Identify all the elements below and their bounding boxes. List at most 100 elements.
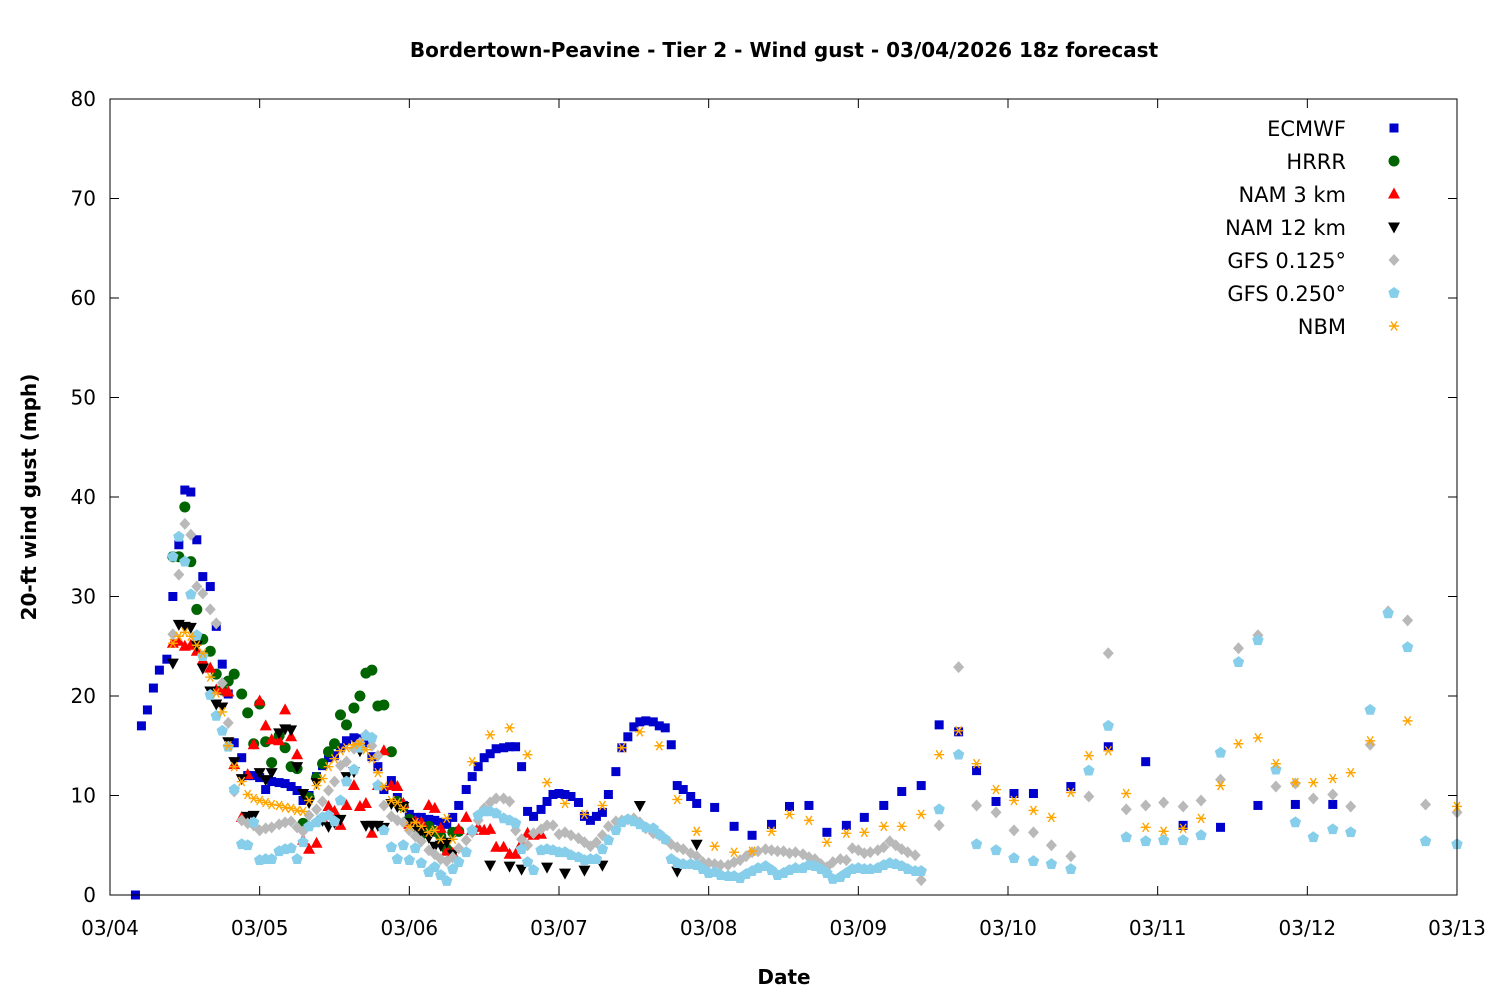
y-tick-label: 40 — [71, 485, 96, 509]
data-point — [184, 622, 197, 634]
data-point — [542, 796, 552, 806]
data-point — [340, 719, 352, 731]
data-point — [504, 722, 515, 733]
data-point — [142, 705, 152, 715]
data-point — [460, 810, 473, 822]
data-point — [228, 757, 241, 769]
x-tick-label: 03/10 — [979, 916, 1037, 940]
data-point — [1195, 794, 1207, 807]
data-point — [173, 530, 185, 542]
data-point — [297, 789, 310, 801]
data-point — [590, 853, 603, 865]
data-point — [379, 785, 389, 795]
data-point — [310, 836, 323, 848]
data-point — [428, 801, 441, 813]
data-point — [291, 762, 304, 774]
data-point — [591, 811, 601, 821]
data-point — [527, 864, 540, 875]
y-tick-label: 30 — [71, 585, 96, 609]
data-point — [378, 799, 390, 812]
data-point — [990, 806, 1002, 819]
data-point — [1028, 805, 1039, 816]
data-point — [578, 865, 591, 877]
data-point — [1327, 823, 1339, 835]
data-point — [573, 797, 583, 807]
data-point — [324, 753, 334, 763]
data-point — [528, 827, 540, 840]
data-point — [366, 739, 378, 752]
data-point — [559, 798, 570, 809]
data-point — [249, 771, 259, 781]
series-0 — [130, 485, 1338, 900]
data-point — [772, 845, 784, 858]
series-5 — [167, 530, 1463, 886]
data-point — [265, 853, 278, 865]
legend-label: GFS 0.125° — [1227, 249, 1346, 273]
data-point — [311, 803, 323, 816]
data-point — [504, 795, 516, 808]
data-point — [460, 834, 472, 847]
data-point — [223, 740, 234, 751]
data-point — [291, 748, 304, 760]
data-point — [629, 722, 639, 732]
data-point — [285, 842, 297, 854]
data-point — [335, 743, 345, 753]
y-tick-label: 60 — [71, 286, 96, 310]
data-point — [554, 789, 564, 799]
data-point — [391, 853, 404, 865]
data-point — [1402, 715, 1413, 726]
data-point — [590, 836, 602, 849]
data-point — [1195, 829, 1207, 841]
data-point — [686, 791, 696, 801]
data-point — [659, 833, 671, 845]
data-point — [597, 800, 608, 811]
data-point — [934, 720, 944, 730]
data-point — [479, 753, 489, 763]
data-point — [397, 839, 410, 851]
data-point — [536, 804, 546, 814]
data-point — [715, 859, 727, 872]
data-point — [441, 875, 453, 886]
data-point — [485, 729, 496, 740]
data-point — [378, 699, 390, 711]
data-point — [253, 768, 266, 780]
data-point — [311, 780, 322, 791]
data-point — [1141, 757, 1151, 767]
data-point — [666, 740, 676, 750]
data-point — [354, 738, 365, 749]
data-point — [1216, 822, 1226, 832]
data-point — [247, 816, 260, 828]
data-point — [253, 694, 266, 706]
data-point — [1065, 863, 1077, 874]
data-point — [205, 672, 216, 682]
y-axis-label: 20-ft wind gust (mph) — [17, 374, 41, 621]
data-point — [516, 833, 528, 846]
data-point — [1065, 850, 1077, 863]
data-point — [635, 717, 645, 727]
data-point — [841, 828, 852, 839]
data-point — [1102, 647, 1114, 660]
chart-title: Bordertown-Peavine - Tier 2 - Wind gust … — [410, 38, 1159, 62]
data-point — [859, 812, 869, 822]
data-point — [265, 768, 278, 780]
data-point — [1066, 782, 1076, 792]
data-point — [1065, 787, 1076, 798]
data-point — [515, 843, 528, 855]
data-point — [222, 716, 234, 729]
data-point — [971, 799, 983, 812]
data-point — [473, 762, 483, 772]
data-point — [148, 683, 158, 693]
data-point — [229, 761, 240, 772]
series-1 — [167, 501, 465, 855]
data-point — [441, 813, 452, 824]
data-point — [274, 800, 285, 811]
data-point — [1009, 789, 1019, 799]
series-6 — [167, 627, 1462, 858]
data-point — [1027, 855, 1040, 867]
data-point — [304, 795, 315, 806]
data-point — [691, 850, 703, 863]
data-point — [266, 757, 278, 769]
data-point — [916, 781, 926, 791]
data-point — [654, 740, 665, 751]
data-point — [616, 742, 627, 753]
